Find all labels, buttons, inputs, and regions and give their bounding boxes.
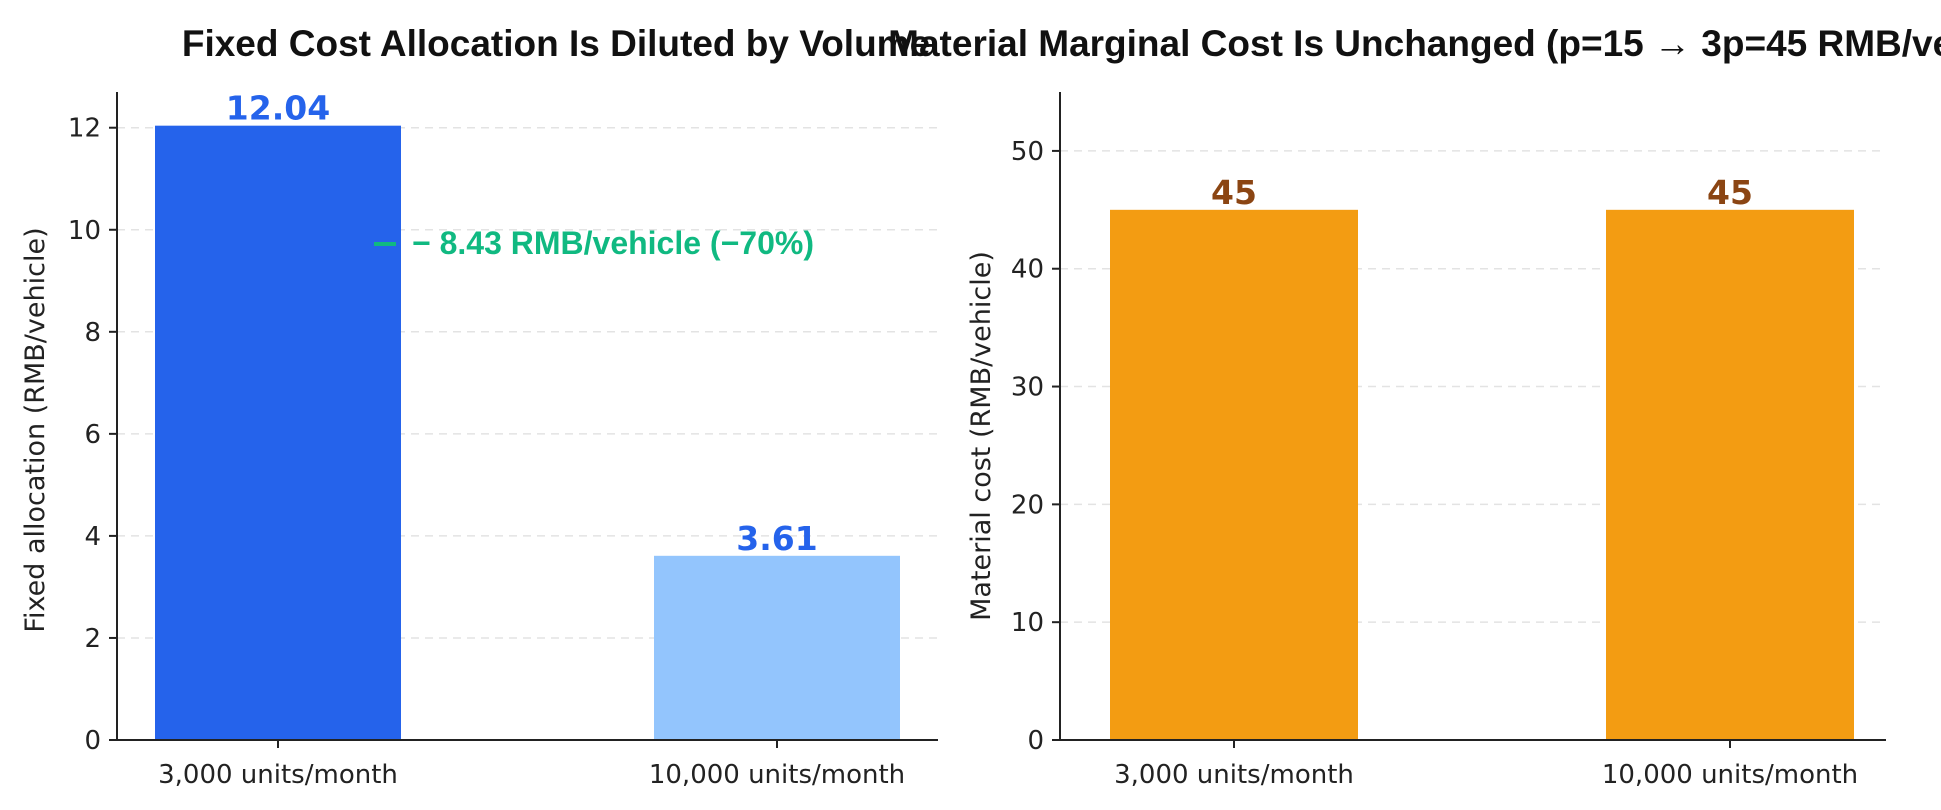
x-tick-label: 10,000 units/month [649,760,905,790]
bar [1606,209,1854,740]
right-bars [1110,209,1854,740]
x-tick-label: 3,000 units/month [158,760,398,790]
left-bars [155,125,900,740]
y-tick-label: 50 [1011,137,1044,167]
y-tick-label: 0 [84,726,101,756]
right-y-ticks: 0 10 20 30 40 50 [1011,137,1060,756]
y-tick-label: 8 [84,318,101,348]
y-tick-label: 10 [1011,608,1044,638]
right-y-axis-label: Material cost (RMB/vehicle) [966,251,997,621]
right-chart-panel: Material Marginal Cost Is Unchanged (p=1… [888,23,1941,790]
left-gridlines [117,126,938,639]
y-tick-label: 40 [1011,255,1044,285]
y-tick-label: 6 [84,420,101,450]
annotation-marker [374,242,396,246]
left-chart-title: Fixed Cost Allocation Is Diluted by Volu… [182,23,930,64]
y-tick-label: 0 [1027,726,1044,756]
y-tick-label: 2 [84,624,101,654]
left-x-ticks: 3,000 units/month 10,000 units/month [158,740,905,790]
right-chart-title: Material Marginal Cost Is Unchanged (p=1… [888,23,1941,64]
data-label: 3.61 [736,519,817,558]
data-label: 12.04 [226,89,330,128]
y-tick-label: 12 [68,114,101,144]
x-tick-label: 3,000 units/month [1114,760,1354,790]
right-x-ticks: 3,000 units/month 10,000 units/month [1114,740,1858,790]
y-tick-label: 4 [84,522,101,552]
data-label: 45 [1211,173,1257,212]
y-tick-label: 20 [1011,490,1044,520]
reduction-annotation: − 8.43 RMB/vehicle (−70%) [412,225,814,261]
data-label: 45 [1707,173,1753,212]
bar [654,555,900,740]
left-chart-panel: Fixed Cost Allocation Is Diluted by Volu… [20,23,938,790]
y-tick-label: 10 [68,216,101,246]
left-y-ticks: 0 2 4 6 8 10 12 [68,114,117,756]
y-tick-label: 30 [1011,373,1044,403]
bar [1110,209,1358,740]
left-y-axis-label: Fixed allocation (RMB/vehicle) [20,227,51,632]
x-tick-label: 10,000 units/month [1602,760,1858,790]
left-data-labels: 12.04 3.61 [226,89,818,558]
right-data-labels: 45 45 [1211,173,1753,212]
bar [155,125,401,740]
